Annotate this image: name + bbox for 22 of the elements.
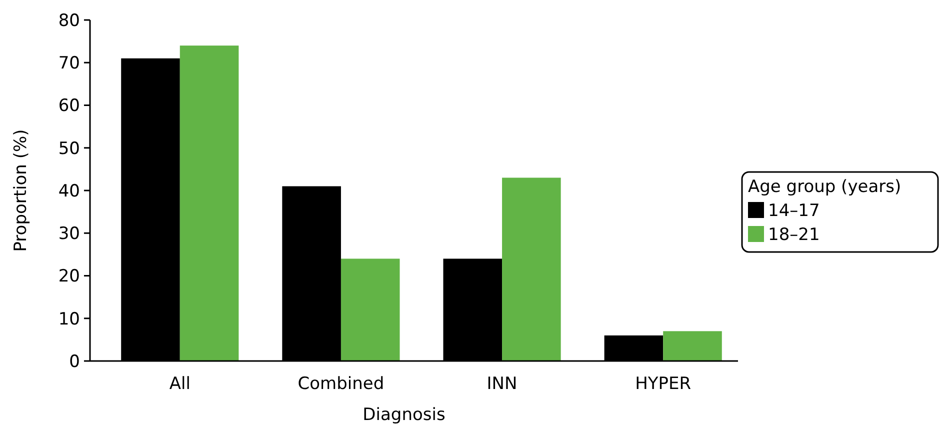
legend-title: Age group (years) bbox=[748, 177, 902, 197]
bar bbox=[502, 178, 561, 361]
y-axis-title: Proportion (%) bbox=[11, 129, 31, 252]
y-tick-label: 30 bbox=[58, 224, 80, 244]
x-tick-label: INN bbox=[486, 374, 518, 394]
y-tick-label: 80 bbox=[58, 10, 80, 31]
bar bbox=[180, 46, 239, 361]
x-tick-label: All bbox=[169, 374, 190, 394]
y-tick-label: 0 bbox=[69, 352, 80, 372]
bar bbox=[340, 258, 400, 361]
y-tick-label: 50 bbox=[58, 138, 80, 159]
x-tick-label: HYPER bbox=[635, 374, 692, 394]
y-tick-label: 60 bbox=[58, 96, 80, 116]
y-tick-label: 20 bbox=[58, 266, 80, 287]
x-tick-label: Combined bbox=[298, 374, 384, 394]
y-tick-label: 10 bbox=[58, 309, 80, 330]
legend-label: 14–17 bbox=[768, 201, 820, 221]
y-tick-label: 40 bbox=[58, 181, 80, 202]
y-tick-label: 70 bbox=[58, 54, 80, 74]
legend-label: 18–21 bbox=[768, 225, 820, 245]
x-axis-title: Diagnosis bbox=[362, 405, 446, 425]
bar bbox=[663, 331, 722, 361]
